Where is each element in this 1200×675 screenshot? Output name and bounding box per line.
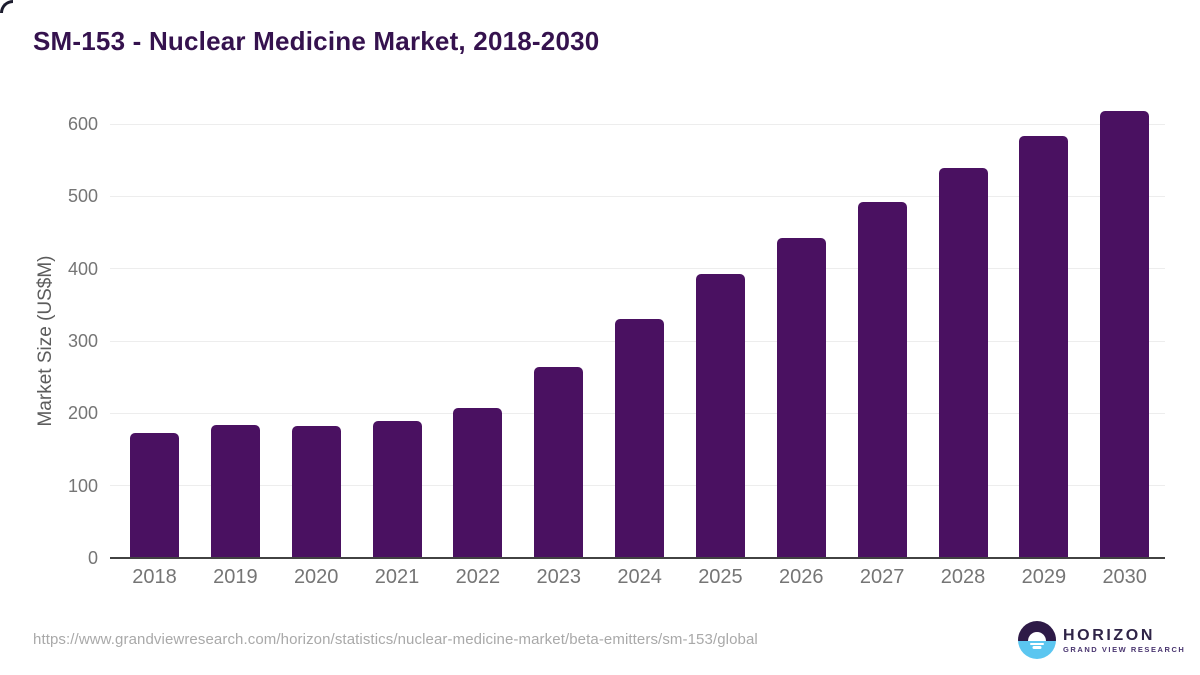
y-tick-label-200: 200: [67, 403, 98, 424]
horizon-logo: HORIZON GRAND VIEW RESEARCH: [1018, 620, 1185, 660]
bar-2022[interactable]: [453, 407, 503, 558]
bar-2027[interactable]: [857, 202, 907, 558]
bar-2023[interactable]: [534, 367, 584, 558]
y-tick-label-600: 600: [67, 114, 98, 134]
bar-2018[interactable]: [130, 432, 179, 558]
x-tick-label-2030: 2030: [1102, 566, 1147, 588]
sun-glyph: [1028, 632, 1046, 642]
gridline-400: [110, 268, 1165, 270]
y-tick-label-0: 0: [87, 548, 98, 568]
logo-subbrand-name: GRAND VIEW RESEARCH: [1063, 644, 1186, 654]
reflection-line: [1030, 642, 1044, 646]
x-tick-label-2026: 2026: [779, 566, 824, 588]
bar-2028[interactable]: [938, 168, 988, 558]
y-tick-label-500: 500: [67, 186, 98, 207]
reflection-line: [1032, 646, 1042, 649]
corner-artifact: [0, 0, 13, 13]
bar-2029[interactable]: [1019, 136, 1069, 558]
bar-2025[interactable]: [695, 274, 745, 558]
x-tick-label-2028: 2028: [940, 566, 986, 588]
x-tick-label-2027: 2027: [859, 566, 905, 588]
logo-text: HORIZON GRAND VIEW RESEARCH: [1063, 627, 1185, 654]
bar-2020[interactable]: [291, 425, 341, 558]
logo-brand-name: HORIZON: [1063, 626, 1155, 644]
x-tick-label-2022: 2022: [455, 566, 501, 588]
gridline-600: [110, 123, 1165, 125]
bar-2019[interactable]: [210, 424, 260, 558]
gridline-500: [110, 195, 1165, 197]
bar-2021[interactable]: [372, 420, 422, 558]
bar-2024[interactable]: [615, 319, 665, 558]
x-tick-label-2018: 2018: [132, 566, 177, 588]
x-tick-label-2021: 2021: [374, 566, 420, 588]
x-axis-line: [110, 557, 1165, 559]
horizon-sunset-icon: [1018, 621, 1056, 659]
y-tick-label-300: 300: [67, 331, 98, 351]
y-tick-label-100: 100: [67, 475, 98, 496]
plot-area: [110, 110, 1165, 559]
x-tick-label-2025: 2025: [698, 566, 743, 588]
source-url: https://www.grandviewresearch.com/horizo…: [33, 631, 758, 648]
x-tick-label-2023: 2023: [536, 566, 582, 588]
x-tick-label-2029: 2029: [1021, 566, 1067, 588]
chart-title: SM-153 - Nuclear Medicine Market, 2018-2…: [33, 26, 600, 56]
y-tick-label-400: 400: [67, 258, 98, 279]
x-tick-label-2019: 2019: [213, 566, 258, 588]
x-tick-label-2020: 2020: [293, 566, 339, 588]
bar-2026[interactable]: [776, 237, 826, 558]
x-tick-label-2024: 2024: [617, 566, 662, 588]
bar-2030[interactable]: [1100, 110, 1150, 558]
